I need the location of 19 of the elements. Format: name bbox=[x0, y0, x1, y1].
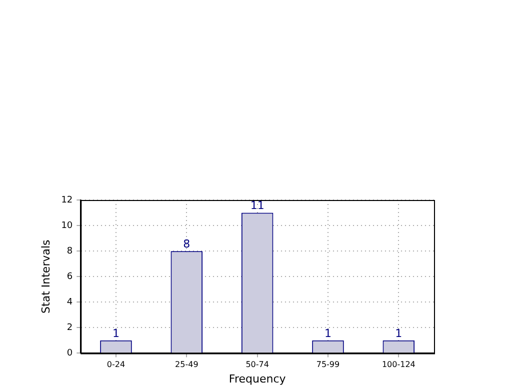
y-tick-label: 12 bbox=[61, 195, 73, 206]
x-tick-label: 100-124 bbox=[382, 360, 416, 370]
y-tick-label: 8 bbox=[66, 246, 73, 256]
data-label: 1 bbox=[324, 326, 332, 340]
y-tick-label: 2 bbox=[66, 323, 73, 334]
y-tick-label: 0 bbox=[66, 348, 73, 359]
data-label: 11 bbox=[250, 199, 264, 212]
x-tick-label: 0-24 bbox=[106, 360, 126, 370]
y-tick-label: 4 bbox=[66, 297, 73, 308]
data-label: 8 bbox=[183, 237, 190, 250]
x-tick-label: 75-99 bbox=[316, 360, 340, 370]
x-tick-label: 50-74 bbox=[246, 360, 269, 370]
x-tick-label: 25-49 bbox=[175, 360, 198, 370]
y-tick-label: 6 bbox=[66, 272, 73, 282]
y-tick-label: 10 bbox=[61, 220, 73, 231]
y-axis-title: Stat Intervals bbox=[39, 239, 52, 314]
x-axis-title: Frequency bbox=[228, 372, 286, 386]
data-label: 1 bbox=[112, 326, 120, 340]
data-label: 1 bbox=[395, 326, 402, 340]
